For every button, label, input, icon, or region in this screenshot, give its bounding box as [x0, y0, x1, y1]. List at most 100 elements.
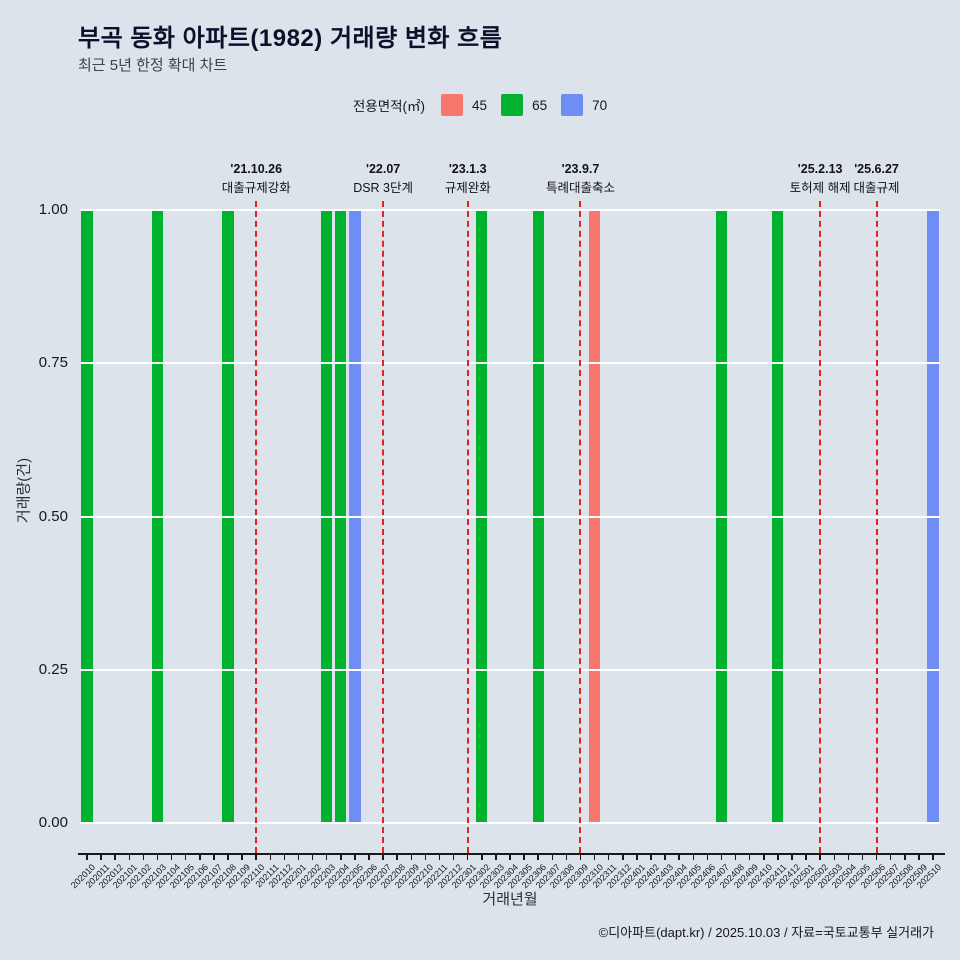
x-tickmark-202305 — [523, 855, 525, 860]
x-tickmark-202503 — [833, 855, 835, 860]
x-tickmark-202011 — [100, 855, 102, 860]
x-tickmark-202103 — [156, 855, 159, 860]
x-tickmark-202206 — [368, 855, 370, 860]
x-tickmark-202108 — [227, 855, 229, 860]
x-tickmark-202202 — [311, 855, 314, 860]
legend-item-label: 65 — [532, 97, 548, 113]
x-tickmark-202307 — [551, 855, 554, 860]
legend-title: 전용면적(㎡) — [352, 99, 426, 114]
x-tickmark-202301 — [466, 855, 469, 860]
x-tickmark-202304 — [509, 855, 511, 860]
x-tickmark-202309 — [579, 855, 582, 860]
x-tickmark-202303 — [495, 855, 497, 860]
y-gridline-0.00 — [80, 822, 940, 824]
event-annotation-202309: '23.9.7 특례대출축소 — [546, 160, 615, 199]
event-date: '22.07 — [365, 162, 401, 176]
x-tickmark-202112 — [283, 855, 286, 860]
x-tickmark-202405 — [692, 855, 695, 860]
event-annotation-202506: '25.6.27 대출규제 — [854, 160, 900, 199]
x-tickmark-202203 — [325, 855, 328, 860]
x-tickmark-202306 — [537, 855, 539, 860]
legend: 전용면적(㎡) 45 65 70 — [0, 90, 960, 120]
x-axis-title: 거래년월 — [482, 891, 538, 908]
y-tick-label-0.25: 0.25 — [38, 660, 68, 678]
legend-swatch-45 — [441, 94, 464, 116]
page-subtitle: 최근 5년 한정 확대 차트 — [78, 57, 228, 74]
x-tickmark-202211 — [438, 855, 441, 860]
x-tickmark-202401 — [636, 855, 638, 860]
event-annotation-202207: '22.07 DSR 3단계 — [353, 160, 413, 199]
x-tickmark-202508 — [904, 855, 906, 860]
legend-item-label: 45 — [472, 97, 488, 113]
x-tickmark-202407 — [720, 855, 723, 860]
event-annotation-202502: '25.2.13 토허제 해제 — [790, 160, 851, 199]
y-gridline-0.75 — [80, 362, 940, 365]
event-annotation-202301: '23.1.3 규제완화 — [445, 160, 491, 199]
x-tickmark-202412 — [791, 855, 793, 860]
x-tickmark-202411 — [777, 855, 779, 860]
event-label: 특례대출축소 — [545, 181, 615, 196]
x-tickmark-202106 — [199, 855, 201, 860]
x-tickmark-202504 — [847, 855, 850, 860]
y-gridline-1.00 — [80, 209, 940, 211]
x-tickmark-202302 — [481, 855, 483, 860]
legend-item-65: 65 — [501, 94, 547, 116]
y-tick-label-0.75: 0.75 — [38, 354, 68, 372]
x-tickmark-202502 — [819, 855, 821, 860]
event-line-202309 — [579, 201, 582, 853]
x-tickmark-202010 — [86, 855, 88, 860]
x-tickmark-202012 — [114, 855, 116, 860]
legend-item-70: 70 — [561, 94, 607, 116]
x-tickmark-202107 — [213, 855, 215, 860]
x-tickmark-202409 — [748, 855, 751, 860]
y-tick-label-0.50: 0.50 — [38, 507, 68, 525]
x-tickmark-202205 — [354, 855, 356, 860]
x-tickmark-202110 — [255, 855, 257, 860]
event-line-202506 — [875, 201, 878, 853]
x-tickmark-202501 — [805, 855, 807, 860]
x-tickmark-202404 — [678, 855, 680, 860]
event-annotation-202110: '21.10.26 대출규제강화 — [222, 160, 291, 199]
event-line-202110 — [255, 201, 258, 853]
y-gridline-0.50 — [80, 515, 940, 518]
legend-item-label: 70 — [592, 97, 608, 113]
x-tickmark-202209 — [410, 855, 413, 860]
x-tickmark-202105 — [184, 855, 187, 860]
event-label: 대출규제강화 — [221, 181, 291, 196]
legend-items: 45 65 70 — [441, 94, 607, 116]
x-tickmark-202208 — [396, 855, 398, 860]
x-tickmark-202201 — [297, 855, 300, 860]
legend-swatch-65 — [501, 94, 524, 116]
footer-credit: ©디아파트(dapt.kr) / 2025.10.03 / 자료=국토교통부 실… — [598, 925, 934, 940]
y-gridline-0.25 — [80, 668, 940, 671]
x-tickmark-202510 — [932, 855, 934, 860]
page-title: 부곡 동화 아파트(1982) 거래량 변화 흐름 — [78, 25, 503, 52]
event-line-202502 — [819, 201, 822, 853]
x-tickmark-202509 — [918, 855, 920, 860]
x-tickmark-202408 — [734, 855, 737, 860]
x-tickmark-202403 — [664, 855, 666, 860]
x-tickmark-202505 — [861, 855, 864, 860]
y-tick-label-0.00: 0.00 — [38, 814, 68, 831]
x-axis-line — [78, 853, 945, 855]
x-tickmark-202406 — [706, 855, 709, 860]
y-tick-label-1.00: 1.00 — [38, 201, 68, 218]
event-line-202207 — [382, 201, 385, 853]
x-tickmark-202312 — [622, 855, 624, 860]
x-tickmark-202104 — [170, 855, 173, 860]
event-label: 대출규제 — [853, 181, 900, 196]
legend-swatch-70 — [561, 94, 584, 116]
legend-item-45: 45 — [441, 94, 487, 116]
x-tickmark-202102 — [142, 855, 145, 860]
event-label: DSR 3단계 — [353, 181, 414, 196]
x-tickmark-202204 — [340, 855, 342, 860]
event-date: '25.2.13 — [797, 162, 843, 176]
event-date: '21.10.26 — [230, 162, 283, 176]
x-tickmark-202506 — [875, 855, 878, 860]
event-label: 규제완화 — [444, 181, 491, 196]
x-tickmark-202111 — [269, 855, 272, 860]
x-tickmark-202212 — [452, 855, 455, 860]
event-date: '23.1.3 — [448, 162, 487, 176]
event-line-202301 — [466, 201, 469, 853]
